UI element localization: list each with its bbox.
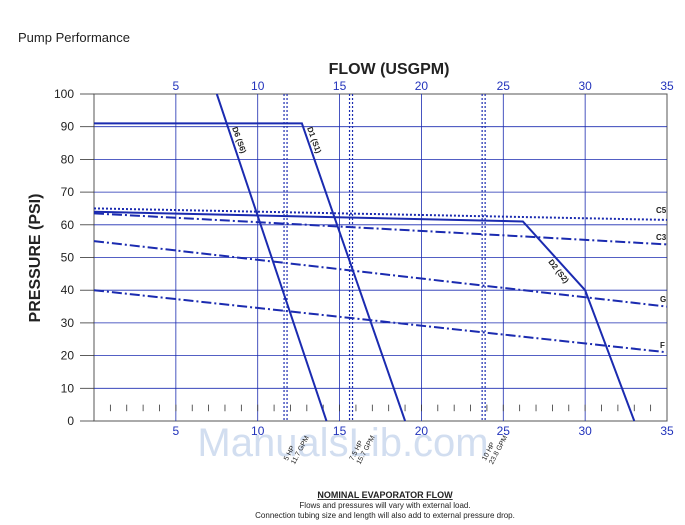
y-tick-label: 90 [61, 120, 75, 134]
x-tick-label-bottom: 10 [251, 424, 265, 438]
y-tick-label: 10 [61, 381, 75, 395]
y-tick-label: 60 [61, 218, 75, 232]
page-heading: Pump Performance [18, 30, 130, 45]
x-tick-label-bottom: 15 [333, 424, 347, 438]
y-axis-title: PRESSURE (PSI) [27, 194, 44, 323]
x-tick-label-top: 30 [578, 79, 592, 93]
series-label: C5 [656, 206, 667, 215]
chart-title: FLOW (USGPM) [329, 61, 450, 78]
y-tick-label: 100 [54, 87, 74, 101]
series-line [93, 207, 668, 221]
series-label: F [660, 341, 665, 350]
series-line [93, 210, 636, 422]
watermark-text: ManualsLib.com [197, 421, 488, 465]
x-tick-label-bottom: 25 [497, 424, 511, 438]
x-axis-title: NOMINAL EVAPORATOR FLOW [317, 490, 453, 500]
footer-note-2: Connection tubing size and length will a… [255, 511, 515, 520]
watermark-layer: ManualsLib.com [197, 421, 488, 465]
series-label: G [660, 295, 666, 304]
x-tick-label-bottom: 20 [415, 424, 429, 438]
y-tick-label: 20 [61, 349, 75, 363]
y-tick-label: 70 [61, 185, 75, 199]
x-tick-label-top: 10 [251, 79, 265, 93]
y-tick-label: 80 [61, 152, 75, 166]
series-line [215, 93, 328, 422]
y-tick-label: 40 [61, 283, 75, 297]
x-tick-label-top: 5 [173, 79, 180, 93]
x-tick-label-bottom: 30 [578, 424, 592, 438]
x-tick-label-bottom: 5 [173, 424, 180, 438]
y-tick-label: 0 [67, 414, 74, 428]
x-tick-label-top: 25 [497, 79, 511, 93]
series-line [93, 240, 668, 308]
x-tick-label-bottom: 35 [660, 424, 674, 438]
x-tick-label-top: 15 [333, 79, 347, 93]
x-tick-label-top: 20 [415, 79, 429, 93]
grid [93, 93, 668, 422]
x-tick-label-top: 35 [660, 79, 674, 93]
y-tick-label: 30 [61, 316, 75, 330]
series-line [93, 289, 668, 354]
footer-note-1: Flows and pressures will vary with exter… [299, 501, 470, 510]
series-lines [93, 93, 668, 422]
y-tick-label: 50 [61, 251, 75, 265]
series-line [93, 212, 668, 246]
tick-labels: 0102030405060708090100551010151520202525… [54, 79, 674, 438]
series-line [94, 122, 407, 422]
series-label: C3 [656, 233, 667, 242]
